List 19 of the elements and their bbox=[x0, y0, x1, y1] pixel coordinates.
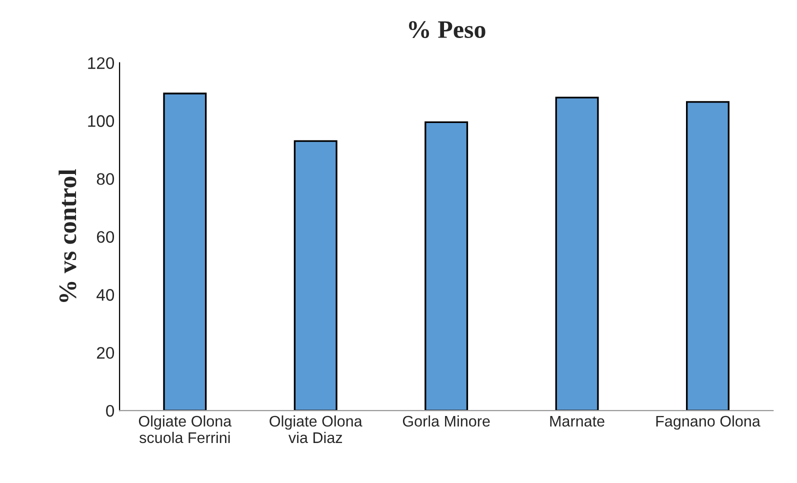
x-tick-label: Gorla Minore bbox=[402, 415, 490, 427]
chart-title: % Peso bbox=[408, 21, 486, 38]
x-tick-label: Olgiate Olona scuola Ferrini bbox=[138, 415, 232, 444]
y-tick-label: 100 bbox=[88, 115, 114, 127]
bar bbox=[555, 96, 599, 411]
y-tick-label: 60 bbox=[97, 231, 114, 243]
bar bbox=[294, 140, 338, 411]
bar bbox=[163, 92, 207, 411]
x-tick-label: Marnate bbox=[550, 416, 604, 427]
bar bbox=[424, 121, 468, 411]
y-axis-title: % vs control bbox=[58, 169, 76, 302]
y-tick-label: 120 bbox=[88, 57, 114, 69]
bar bbox=[686, 101, 730, 411]
y-tick-label: 0 bbox=[106, 404, 114, 417]
y-tick-label: 80 bbox=[96, 173, 114, 185]
x-tick-label: Fagnano Olona bbox=[656, 415, 760, 430]
y-tick-label: 20 bbox=[96, 346, 114, 359]
y-tick-label: 40 bbox=[96, 289, 114, 301]
x-tick-label: Olgiate Olona via Diaz bbox=[270, 415, 362, 444]
